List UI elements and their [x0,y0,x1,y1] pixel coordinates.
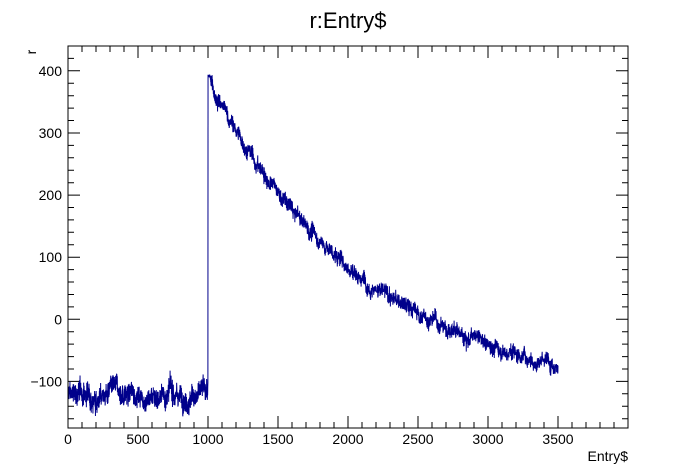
x-tick-label: 2000 [332,431,363,447]
plot-frame [67,45,629,429]
tick-marks [67,45,629,428]
y-tick-label: 0 [54,311,62,327]
x-tick-label: 2500 [402,431,433,447]
x-tick-label: 0 [64,431,72,447]
x-tick-label: 3500 [542,431,573,447]
y-tick-label: 300 [39,125,63,141]
y-tick-label: 400 [39,63,63,79]
y-tick-label: −100 [30,373,62,389]
x-tick-label: 3000 [472,431,503,447]
series-line [67,73,559,417]
y-tick-label: 100 [39,249,63,265]
y-axis-label: r [23,49,39,54]
axis-tick-labels: 0 500 1000 1500 2000 2500 3000 3500 −100 0 100 200 3… [30,63,573,447]
axis-ticks [67,45,629,428]
x-axis-label: Entry$ [588,448,629,464]
y-tick-label: 200 [39,187,63,203]
x-tick-label: 1500 [262,431,293,447]
x-tick-label: 1000 [192,431,223,447]
chart-title: r:Entry$ [309,8,386,33]
x-tick-label: 500 [126,431,150,447]
